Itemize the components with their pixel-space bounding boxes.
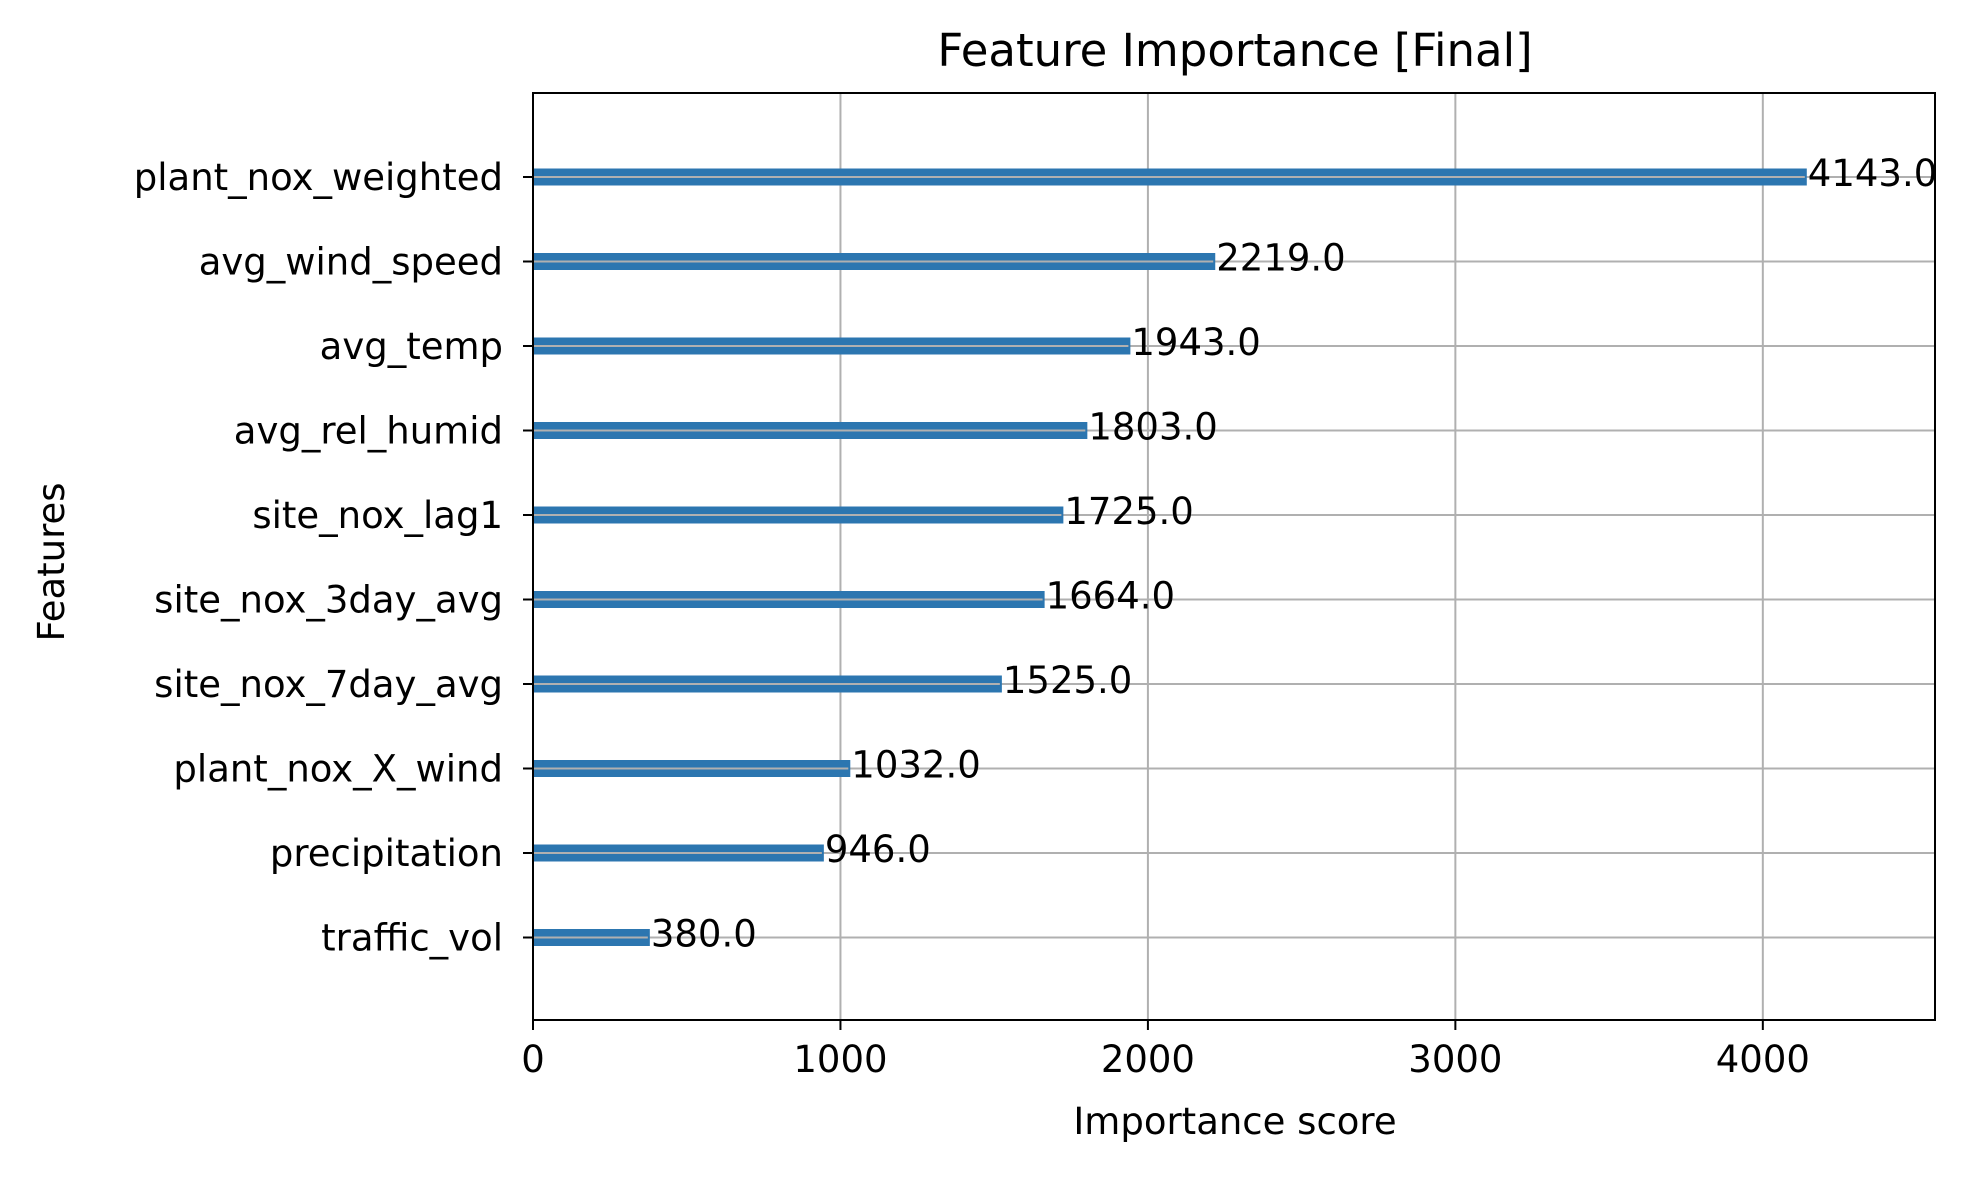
x-tick-label: 1000 bbox=[793, 1038, 887, 1081]
data-label: 4143.0 bbox=[1808, 152, 1937, 195]
axes-frame bbox=[532, 92, 1936, 1021]
y-tick-label: site_nox_3day_avg bbox=[154, 579, 503, 622]
data-label: 1725.0 bbox=[1064, 490, 1193, 533]
data-label: 2219.0 bbox=[1216, 237, 1345, 280]
y-tick-label: precipitation bbox=[270, 832, 503, 875]
x-tick-label: 3000 bbox=[1408, 1038, 1502, 1081]
data-label: 1664.0 bbox=[1046, 575, 1175, 618]
data-label: 946.0 bbox=[825, 828, 931, 871]
y-tick-label: site_nox_7day_avg bbox=[154, 663, 503, 706]
y-tick-label: avg_rel_humid bbox=[234, 410, 503, 453]
y-tick-label: plant_nox_weighted bbox=[134, 156, 503, 199]
data-label: 1803.0 bbox=[1088, 406, 1217, 449]
x-axis-title: Importance score bbox=[1073, 1100, 1396, 1143]
x-tick-label: 4000 bbox=[1716, 1038, 1810, 1081]
x-tick-label: 0 bbox=[521, 1038, 545, 1081]
data-label: 1525.0 bbox=[1003, 659, 1132, 702]
data-label: 380.0 bbox=[651, 913, 757, 956]
y-tick-label: site_nox_lag1 bbox=[252, 494, 503, 537]
x-tick-label: 2000 bbox=[1101, 1038, 1195, 1081]
data-label: 1943.0 bbox=[1131, 321, 1260, 364]
y-tick-label: avg_temp bbox=[320, 325, 503, 368]
y-tick-label: plant_nox_X_wind bbox=[173, 748, 503, 791]
y-tick-label: avg_wind_speed bbox=[199, 241, 503, 284]
y-tick-label: traffic_vol bbox=[321, 917, 503, 960]
data-label: 1032.0 bbox=[851, 744, 980, 787]
y-axis-title: Features bbox=[30, 482, 73, 641]
chart-title: Feature Importance [Final] bbox=[937, 24, 1532, 77]
